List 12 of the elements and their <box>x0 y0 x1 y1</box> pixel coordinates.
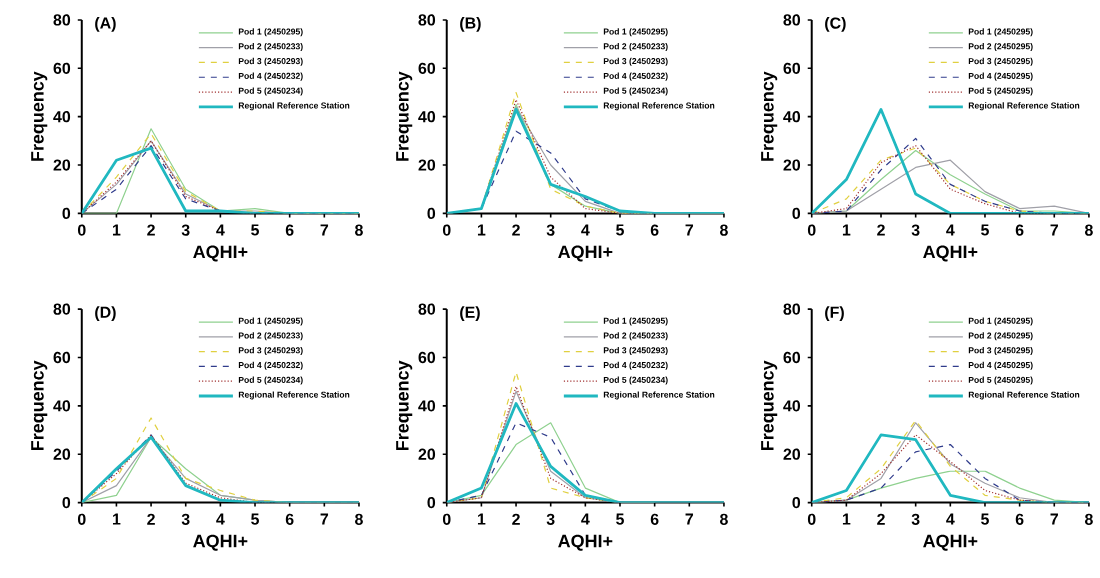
y-axis-title: Frequency <box>396 71 413 161</box>
x-axis-title: AQHI+ <box>558 245 613 262</box>
y-axis-title: Frequency <box>396 360 413 450</box>
y-axis-title: Frequency <box>761 71 778 161</box>
x-axis-title: AQHI+ <box>193 245 248 262</box>
x-axis-title: AQHI+ <box>558 534 613 551</box>
x-axis-title: AQHI+ <box>923 245 978 262</box>
x-axis-title: AQHI+ <box>923 534 978 551</box>
x-axis-title: AQHI+ <box>193 534 248 551</box>
y-axis-title: Frequency <box>761 360 778 450</box>
y-axis-title: Frequency <box>31 360 48 450</box>
y-axis-title: Frequency <box>31 71 48 161</box>
